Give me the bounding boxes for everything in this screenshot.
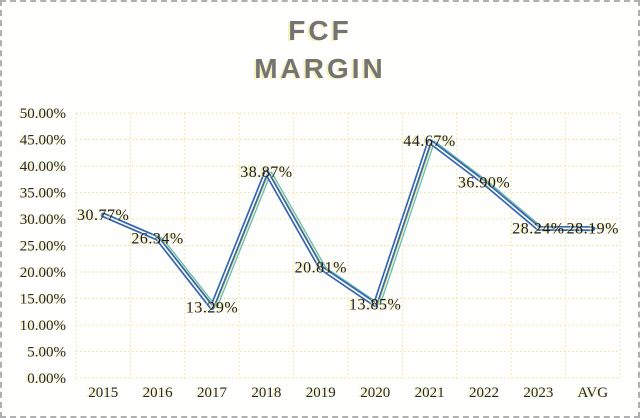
chart-title-line2: MARGIN (254, 53, 386, 84)
x-axis-tick-label: 2016 (143, 385, 174, 401)
chart-title: FCF MARGIN (2, 12, 638, 88)
y-axis-tick-label: 5.00% (27, 345, 66, 361)
x-axis-tick-label: 2019 (306, 385, 336, 401)
y-axis-tick-label: 15.00% (20, 292, 66, 308)
y-axis-tick-label: 40.00% (20, 159, 66, 175)
y-axis-tick-label: 0.00% (27, 371, 66, 387)
data-label: 13.85% (349, 297, 401, 314)
y-axis-tick-label: 45.00% (20, 133, 66, 149)
data-label: 20.81% (295, 260, 347, 277)
x-axis-tick-label: AVG (578, 385, 609, 401)
data-label: 26.34% (131, 230, 183, 247)
data-label: 36.90% (458, 174, 510, 191)
x-axis-tick-label: 2020 (360, 385, 390, 401)
x-axis-tick-label: 2017 (197, 385, 228, 401)
y-axis-tick-label: 10.00% (20, 318, 66, 334)
y-axis-tick-label: 30.00% (20, 212, 66, 228)
y-axis-tick-label: 50.00% (20, 106, 66, 122)
chart-title-line1: FCF (288, 15, 352, 46)
x-axis-tick-label: 2023 (523, 385, 553, 401)
data-label: 13.29% (186, 300, 238, 317)
x-axis-tick-label: 2022 (469, 385, 499, 401)
line-series-core (102, 140, 593, 309)
y-axis-tick-label: 20.00% (20, 265, 66, 281)
data-label: 38.87% (240, 164, 292, 181)
data-label: 44.67% (403, 133, 455, 150)
data-label: 30.77% (77, 207, 129, 224)
data-label: 28.19% (567, 221, 619, 238)
x-axis-tick-label: 2018 (251, 385, 281, 401)
data-label: 28.24% (512, 220, 564, 237)
y-axis-tick-label: 35.00% (20, 186, 66, 202)
y-axis-tick-label: 25.00% (20, 239, 66, 255)
x-axis-tick-label: 2021 (415, 385, 445, 401)
line-series-ghost-teal (107, 140, 598, 309)
x-axis-tick-label: 2015 (88, 385, 118, 401)
